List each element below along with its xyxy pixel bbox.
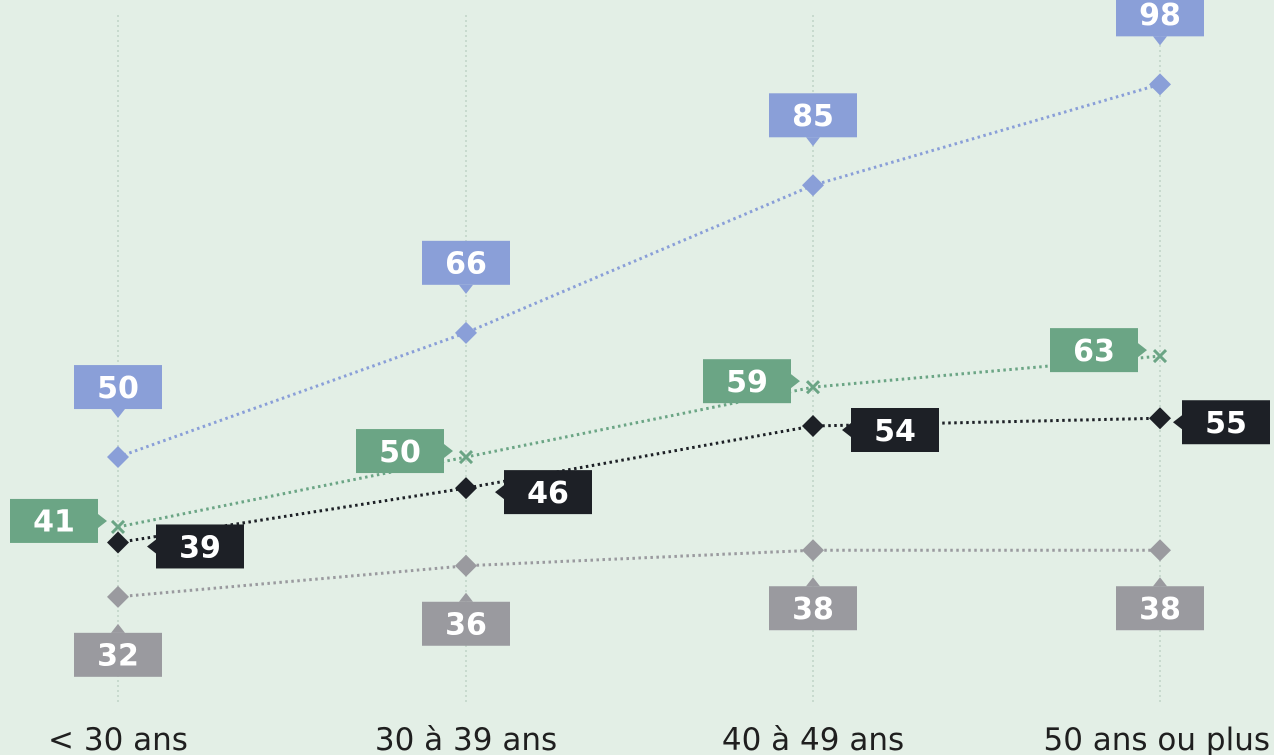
data-label: 55 [1173,400,1270,445]
data-labels: 50 66 85 98 41 50 59 63 39 46 54 55 32 36 38 38 [10,0,1270,677]
x-axis-tick-labels: < 30 ans 30 à 39 ans 40 à 49 ans 50 ans ou … [48,722,1270,755]
data-label-value: 32 [97,639,139,674]
data-point-cross [458,449,474,465]
data-point-cross [110,519,126,535]
data-label-value: 54 [874,414,916,449]
data-label: 59 [703,359,800,404]
data-label: 66 [422,240,510,294]
data-label: 63 [1050,328,1147,373]
data-label-value: 50 [379,435,421,470]
series-line [117,354,1161,529]
data-label: 98 [1116,0,1204,46]
data-point-diamond [802,174,824,197]
data-point-diamond [1149,73,1171,96]
data-label-value: 38 [1139,592,1181,627]
series-markers [107,73,1171,608]
data-point-diamond [802,539,824,562]
data-label-value: 39 [179,530,221,565]
data-label: 38 [1116,577,1204,631]
x-tick-label: 50 ans ou plus [1043,722,1270,755]
data-point-diamond [455,477,477,500]
series-line [117,416,1161,544]
data-point-diamond [802,415,824,437]
data-label: 39 [147,524,244,569]
data-point-cross [805,380,821,395]
data-label-value: 85 [792,99,834,134]
data-label-value: 66 [445,247,487,282]
data-label: 54 [842,408,939,452]
series-line [117,82,1161,459]
data-label-value: 59 [726,365,768,400]
data-label: 50 [74,365,162,419]
data-point-diamond [107,585,129,608]
data-label: 36 [422,592,510,646]
data-label-value: 55 [1205,406,1247,441]
data-label-value: 63 [1073,334,1115,369]
data-point-diamond [1149,407,1171,430]
data-label: 85 [769,93,857,147]
series-line [117,548,1160,599]
data-label-value: 41 [33,505,75,540]
data-point-diamond [107,531,129,554]
data-label: 50 [356,429,453,474]
data-label: 46 [495,470,592,515]
data-point-diamond [455,321,477,344]
data-label-value: 98 [1139,0,1181,33]
data-label-value: 50 [97,371,139,406]
data-point-diamond [1149,539,1171,562]
data-label-value: 46 [527,476,569,511]
data-label: 32 [74,623,162,677]
x-tick-label: 40 à 49 ans [722,722,904,755]
data-label-value: 36 [445,608,487,643]
data-label-value: 38 [792,592,834,627]
gridlines [117,15,1161,705]
data-point-cross [1152,349,1168,364]
x-tick-label: < 30 ans [48,722,188,755]
data-point-diamond [107,446,129,469]
x-tick-label: 30 à 39 ans [375,722,557,755]
series-lines [117,82,1161,599]
data-label: 41 [10,498,107,543]
data-label: 38 [769,577,857,631]
data-point-diamond [455,554,477,577]
